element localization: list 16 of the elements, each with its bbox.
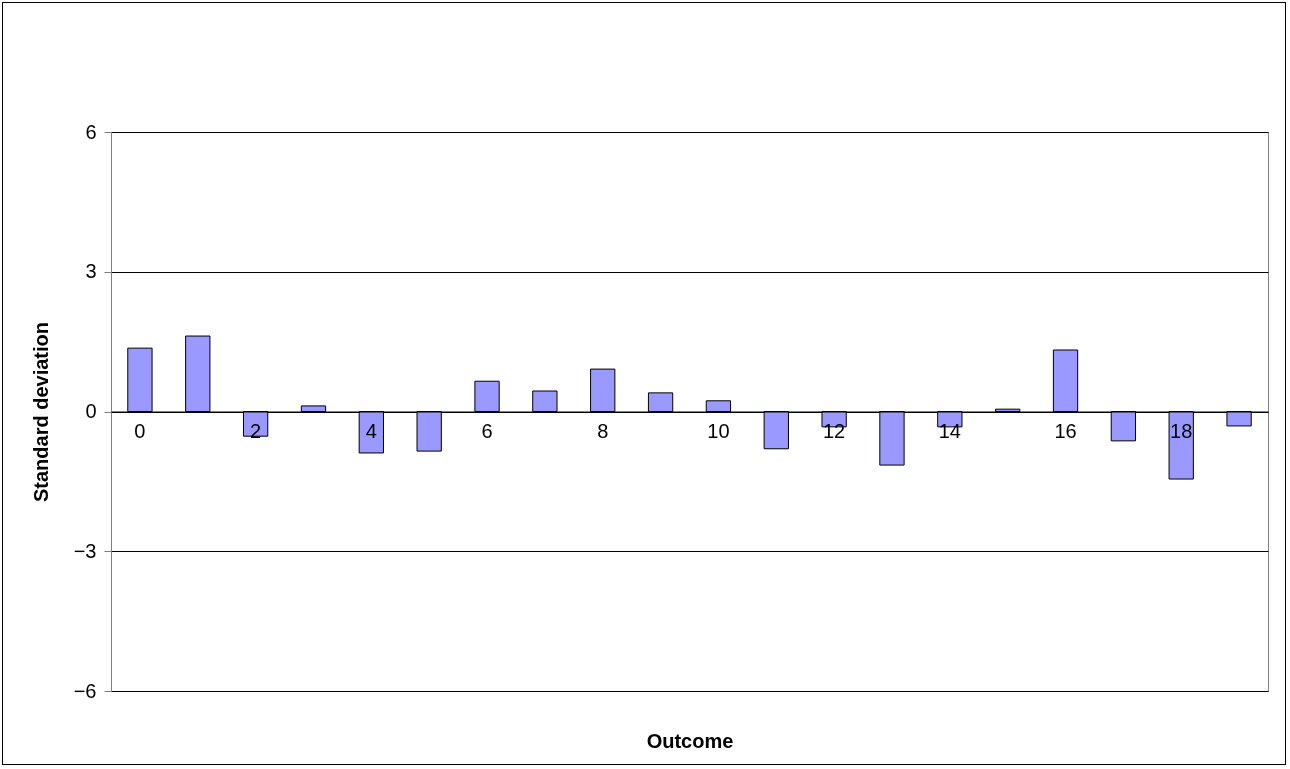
y-tick-label: 0	[85, 400, 97, 422]
x-tick-label: 0	[134, 420, 146, 442]
x-tick-label: 8	[597, 420, 609, 442]
y-tick-label: 3	[85, 260, 97, 283]
x-tick-label: 6	[481, 420, 493, 442]
x-axis-title: Outcome	[646, 729, 734, 752]
x-tick-label: 14	[938, 420, 961, 442]
y-tick-label: −3	[73, 539, 97, 562]
x-tick-label: 16	[1054, 420, 1077, 442]
x-tick-label: 18	[1170, 420, 1193, 442]
y-axis-title: Standard deviation	[29, 321, 52, 503]
x-tick-label: 10	[707, 420, 730, 442]
x-tick-label: 4	[365, 420, 377, 442]
y-tick-label: 6	[85, 120, 97, 143]
x-tick-label: 12	[823, 420, 846, 442]
y-tick-label: −6	[73, 679, 97, 702]
